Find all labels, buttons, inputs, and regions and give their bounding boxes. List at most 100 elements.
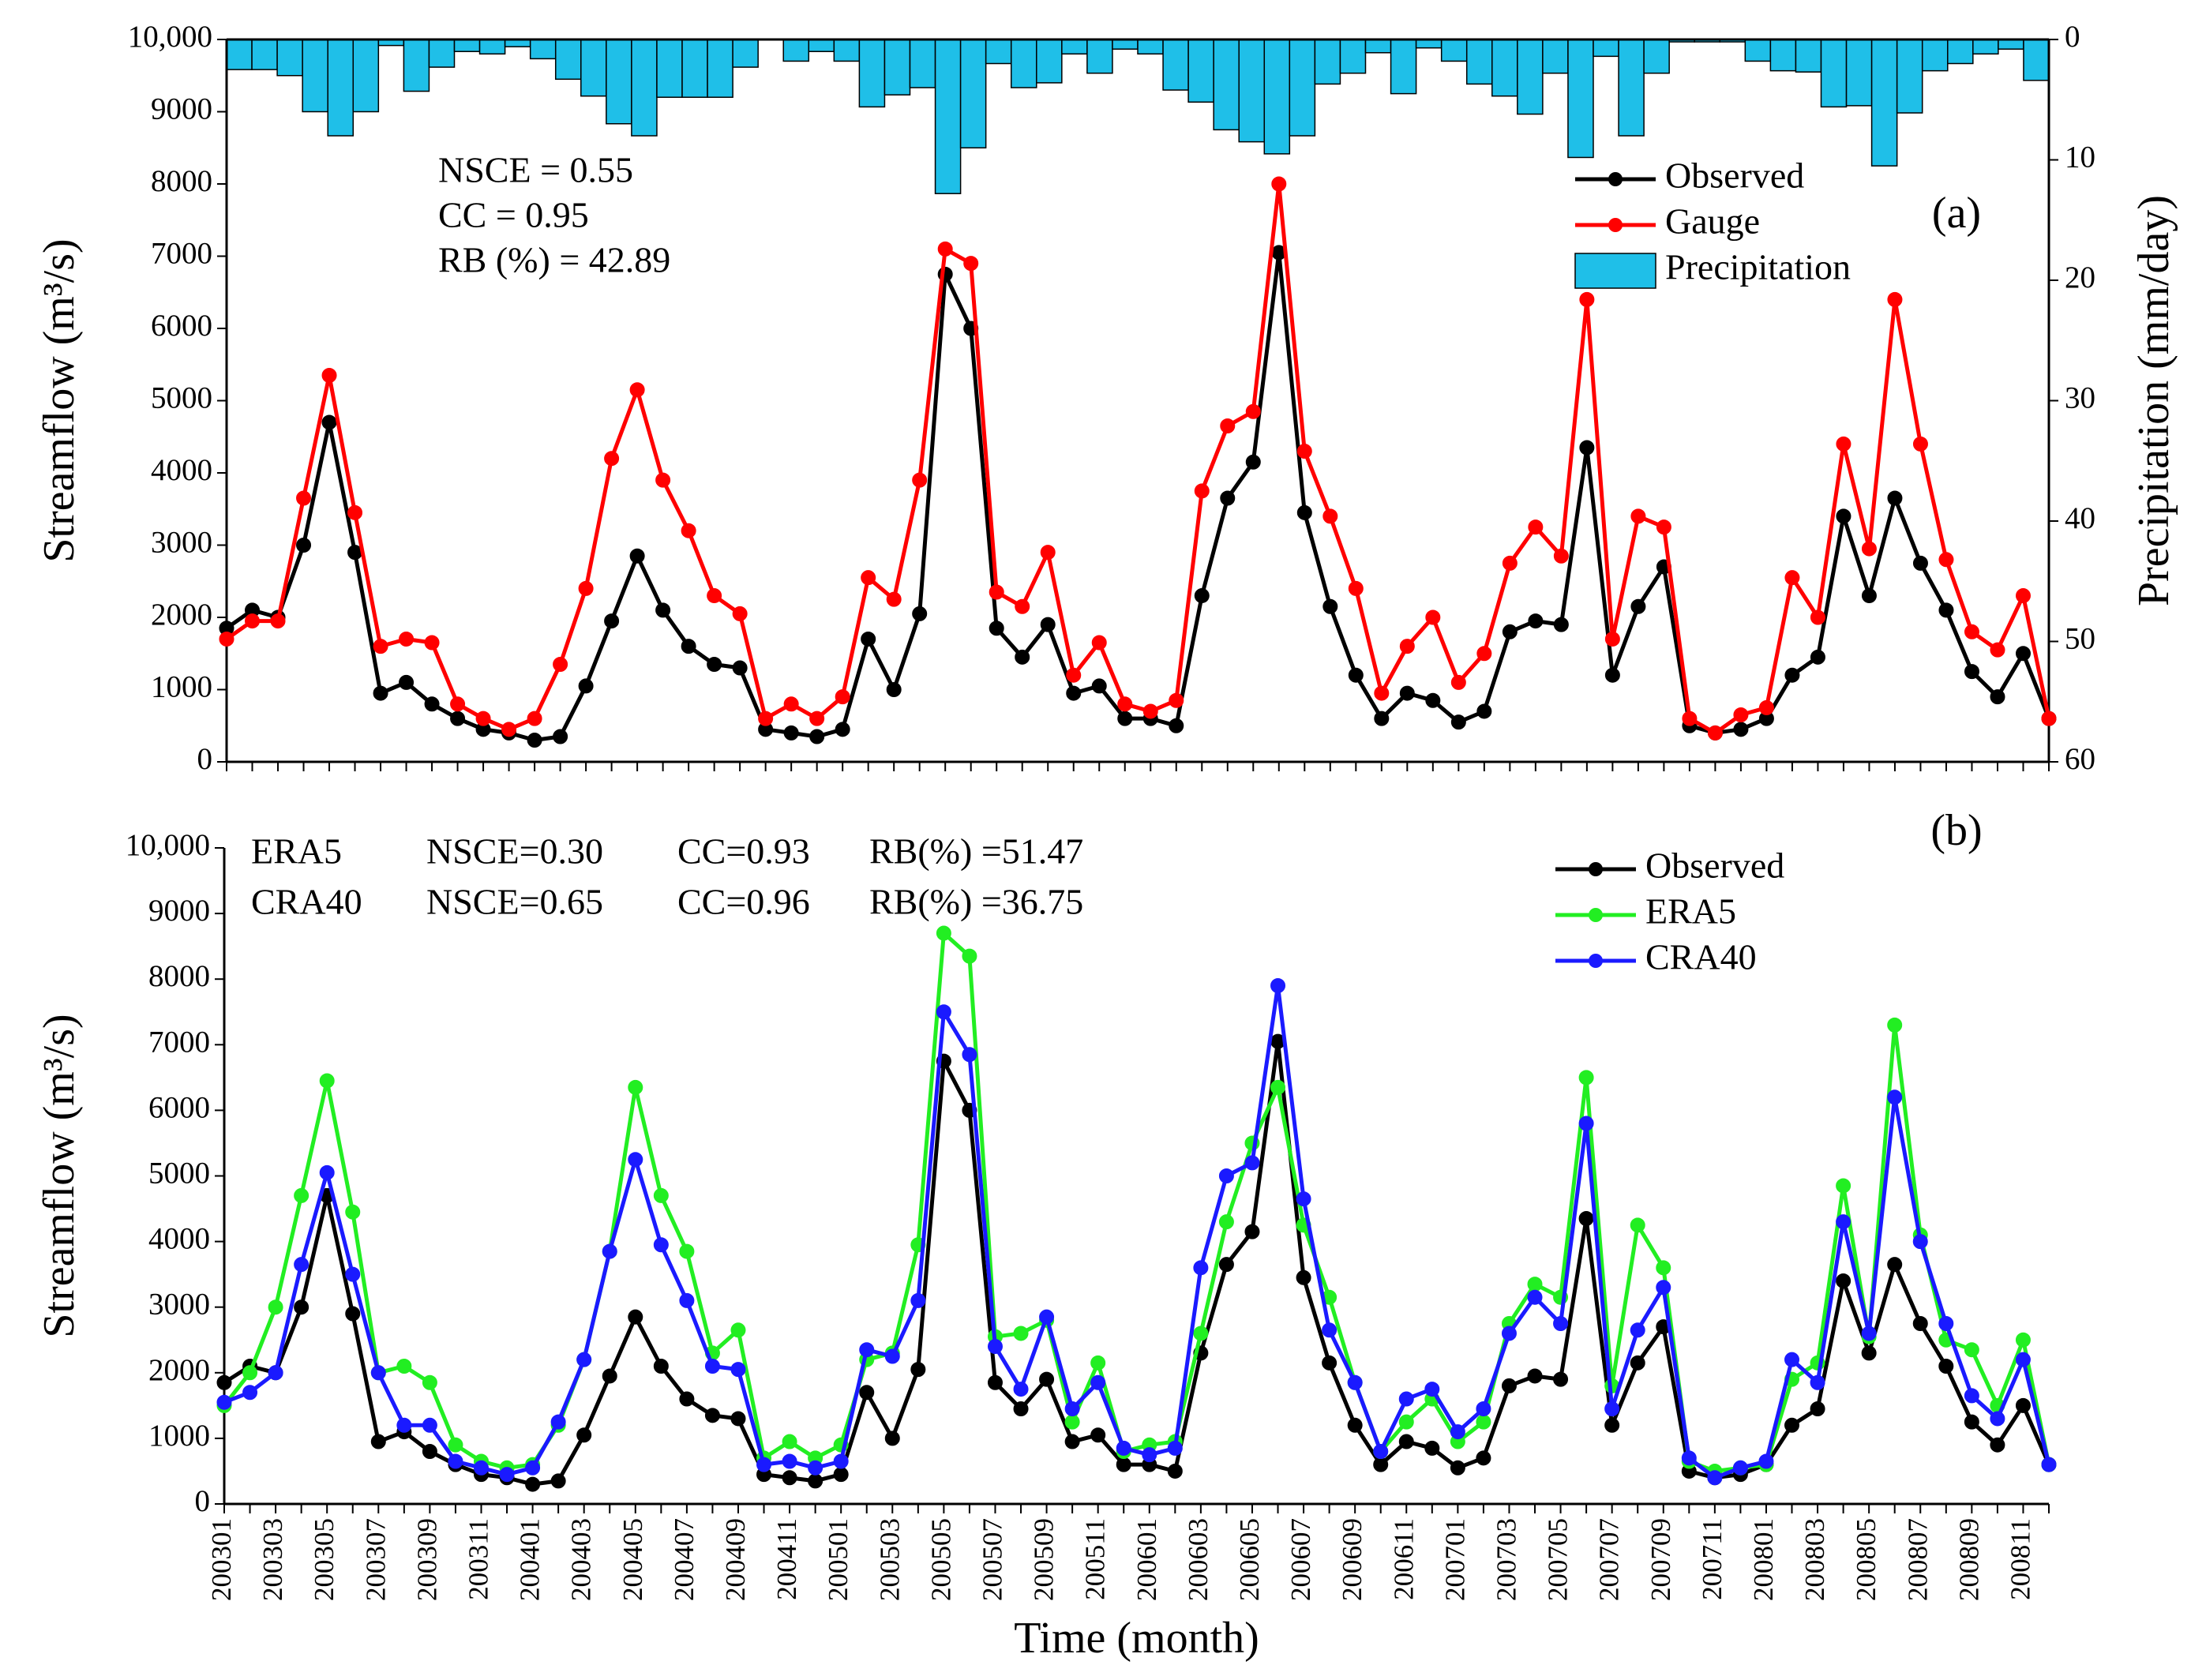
marker	[499, 1467, 515, 1483]
y-tick-label: 1000	[148, 1419, 210, 1453]
panel-label: (b)	[1930, 806, 1982, 855]
marker	[1861, 541, 1877, 557]
marker	[1348, 580, 1364, 596]
legend-swatch	[1574, 253, 1656, 289]
marker	[1501, 1326, 1517, 1341]
bar	[1947, 39, 1974, 65]
marker	[216, 1374, 232, 1390]
marker	[424, 696, 440, 712]
marker	[783, 696, 799, 712]
marker	[1527, 1368, 1543, 1384]
marker	[1527, 1277, 1543, 1292]
legend-label: CRA40	[1645, 937, 1757, 977]
marker	[501, 722, 517, 737]
marker	[1836, 508, 1851, 524]
x-tick-label: 200703	[1491, 1518, 1521, 1601]
y2-tick-label: 30	[2065, 381, 2095, 414]
y-tick-label: 2000	[151, 598, 212, 632]
x-tick-label: 200605	[1234, 1518, 1265, 1601]
marker	[653, 1237, 669, 1253]
marker	[1245, 454, 1261, 470]
marker	[1040, 617, 1056, 632]
marker	[1990, 1411, 2005, 1427]
marker	[1784, 1417, 1800, 1433]
marker	[1887, 291, 1903, 307]
marker	[1656, 519, 1671, 535]
marker	[448, 1453, 463, 1469]
marker	[2015, 646, 2031, 662]
y2-axis-title: Precipitation (mm/day)	[2129, 195, 2178, 606]
marker	[1784, 1352, 1800, 1367]
bar	[580, 39, 607, 97]
bar	[858, 39, 886, 108]
marker	[1553, 1371, 1569, 1387]
legend-label: ERA5	[1645, 891, 1736, 932]
bar	[884, 39, 911, 96]
y2-tick-label: 50	[2065, 621, 2095, 655]
marker	[1630, 1322, 1645, 1338]
x-tick-label: 200401	[515, 1518, 546, 1601]
y-tick-label: 9000	[148, 894, 210, 928]
legend-marker	[1589, 862, 1603, 876]
bar	[681, 39, 708, 98]
annotation: RB(%) =36.75	[869, 882, 1083, 922]
marker	[655, 472, 671, 488]
marker	[450, 711, 466, 726]
marker	[730, 1411, 746, 1427]
bar	[1010, 39, 1037, 88]
marker	[886, 591, 902, 607]
x-tick-label: 200407	[669, 1518, 700, 1601]
marker	[782, 1470, 797, 1486]
bar	[1061, 39, 1088, 55]
marker	[1373, 1457, 1389, 1472]
x-tick-label: 200301	[206, 1518, 237, 1601]
marker	[1887, 490, 1903, 506]
marker	[1938, 1358, 1954, 1374]
y-tick-label: 3000	[148, 1288, 210, 1322]
marker	[809, 711, 825, 726]
marker	[1450, 1460, 1465, 1476]
marker	[1528, 519, 1544, 535]
marker	[704, 1358, 720, 1374]
x-tick-label: 200309	[411, 1518, 442, 1601]
marker	[653, 1187, 669, 1203]
annotation: ERA5	[251, 831, 342, 872]
marker	[1296, 444, 1312, 459]
y2-tick-label: 60	[2065, 742, 2095, 776]
marker	[1990, 689, 2005, 705]
marker	[1169, 692, 1184, 708]
marker	[1064, 1414, 1080, 1430]
legend-label: Observed	[1645, 846, 1784, 886]
marker	[1090, 1374, 1106, 1390]
marker	[1990, 1437, 2005, 1453]
marker	[1015, 598, 1030, 614]
bar	[1238, 39, 1266, 143]
marker	[1630, 1217, 1645, 1233]
marker	[1015, 649, 1030, 665]
bar	[1870, 39, 1898, 167]
marker	[1502, 555, 1518, 571]
marker	[216, 1394, 232, 1410]
marker	[1244, 1155, 1260, 1171]
x-tick-label: 200803	[1799, 1518, 1830, 1601]
x-tick-label: 200701	[1439, 1518, 1470, 1601]
marker	[1013, 1401, 1029, 1417]
marker	[704, 1408, 720, 1423]
marker	[1912, 436, 1928, 452]
marker	[628, 1152, 643, 1168]
marker	[1167, 1463, 1183, 1479]
marker	[1220, 490, 1236, 506]
marker	[1476, 703, 1492, 719]
marker	[989, 621, 1004, 636]
bar	[1086, 39, 1113, 74]
marker	[1836, 1178, 1851, 1194]
marker	[884, 1431, 900, 1446]
bar	[782, 39, 810, 62]
marker	[553, 656, 568, 672]
y-tick-label: 10,000	[128, 20, 212, 54]
marker	[602, 1368, 617, 1384]
marker	[550, 1473, 566, 1489]
marker	[321, 414, 337, 430]
x-tick-label: 200603	[1183, 1518, 1214, 1601]
legend-marker	[1608, 218, 1623, 232]
